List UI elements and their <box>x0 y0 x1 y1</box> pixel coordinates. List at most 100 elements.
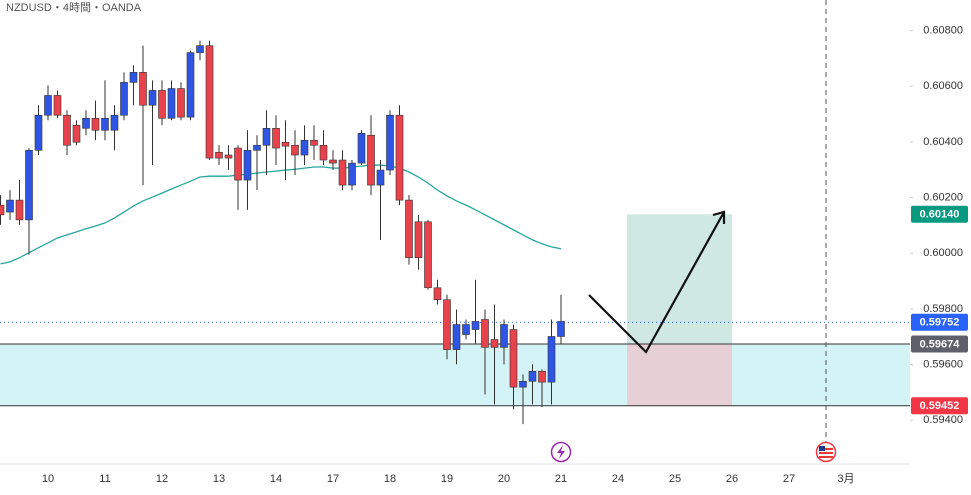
candle-body <box>224 154 233 159</box>
candle-body <box>139 72 147 106</box>
arrow-head <box>712 210 726 224</box>
candle-body <box>158 90 166 119</box>
y-tick-label: 0.60600 <box>923 80 963 92</box>
candle-body <box>110 114 119 131</box>
y-tick-label: 0.60000 <box>923 247 963 259</box>
x-tick-label: 10 <box>42 473 54 485</box>
price-label: 0.59452 <box>920 400 960 412</box>
x-tick-label: 11 <box>99 473 110 485</box>
candle-body <box>452 324 461 350</box>
candle-body <box>34 114 43 151</box>
candle-body <box>205 45 214 159</box>
y-tick-label: 0.59600 <box>923 358 963 370</box>
candle-body <box>481 319 489 348</box>
candle-body <box>424 221 432 289</box>
candle-body <box>101 117 109 131</box>
flag-stripe <box>819 448 833 450</box>
candle-body <box>120 82 128 116</box>
candle-body <box>310 139 318 146</box>
x-tick-label: 19 <box>441 473 453 485</box>
candle-body <box>395 114 404 201</box>
candle-body <box>348 162 356 186</box>
candle-body <box>186 52 195 118</box>
x-tick-label: 26 <box>726 473 738 485</box>
price-label-box <box>911 397 968 415</box>
y-tick-label: 0.59800 <box>923 303 963 315</box>
price-label-box <box>911 205 968 223</box>
candle-body <box>538 370 546 383</box>
candle-body <box>53 95 62 116</box>
chart-title: NZDUSD・4時間・OANDA <box>6 1 142 14</box>
x-tick-label: 24 <box>612 473 624 485</box>
price-label: 0.59752 <box>920 317 960 329</box>
candle-body <box>519 380 527 388</box>
candle-body <box>25 149 33 221</box>
x-tick-label: 18 <box>384 473 396 485</box>
flag-stripe <box>819 456 833 458</box>
x-tick-label: 21 <box>555 473 567 485</box>
candle-body <box>490 339 499 348</box>
flag-canton <box>819 446 825 451</box>
candle-body <box>234 147 242 181</box>
event-icon[interactable] <box>550 441 572 463</box>
candle-body <box>148 90 157 106</box>
price-label-box <box>911 313 968 331</box>
us-event-icon[interactable] <box>815 441 837 463</box>
candle-body <box>129 72 138 83</box>
x-tick-label: 20 <box>498 473 510 485</box>
y-tick-label: 0.60200 <box>923 192 963 204</box>
candle-body <box>557 321 565 337</box>
candle-body <box>443 299 451 350</box>
candle-body <box>433 287 442 301</box>
candle-body <box>72 124 81 143</box>
candle-body <box>0 204 5 216</box>
candle-body <box>528 370 537 382</box>
position-stop-zone <box>627 343 732 406</box>
support-zone <box>0 343 910 406</box>
candle-body <box>82 117 90 129</box>
candle-body <box>338 159 347 186</box>
y-tick-label: 0.59400 <box>923 414 963 426</box>
candle-body <box>281 141 290 147</box>
projection-arrow <box>588 211 725 354</box>
candle-body <box>177 88 185 118</box>
candle-body <box>405 199 413 259</box>
candle-body <box>196 45 204 53</box>
lightning <box>557 445 565 459</box>
candle-body <box>6 199 14 213</box>
moving-average <box>0 164 562 265</box>
candle-body <box>243 149 252 181</box>
candle-body <box>262 128 271 146</box>
candle-body <box>215 151 223 159</box>
candle-body <box>44 95 52 116</box>
candle-body <box>291 144 299 156</box>
candle-body <box>63 114 71 146</box>
x-tick-label: 14 <box>270 473 282 485</box>
x-tick-label: 25 <box>669 473 681 485</box>
candle-body <box>357 133 366 164</box>
candle-body <box>15 199 24 221</box>
x-tick-label: 3月 <box>837 473 854 485</box>
candle-body <box>329 159 337 164</box>
candle-body <box>319 144 328 161</box>
candle-body <box>300 139 309 156</box>
price-label: 0.59674 <box>920 338 961 350</box>
x-tick-label: 27 <box>783 473 795 485</box>
candle-body <box>462 324 470 335</box>
candle-body <box>376 169 385 186</box>
candle-body <box>471 321 480 330</box>
candle-body <box>253 144 261 151</box>
candle-body <box>386 114 394 171</box>
candle-body <box>167 88 176 119</box>
price-label-box <box>911 335 968 353</box>
flag-stripe <box>819 452 833 454</box>
y-tick-label: 0.60800 <box>923 25 963 37</box>
candle-body <box>509 329 518 388</box>
price-label: 0.60140 <box>920 209 960 221</box>
x-tick-label: 12 <box>156 473 168 485</box>
candle-body <box>367 134 375 186</box>
candle-body <box>414 221 423 259</box>
candle-body <box>500 324 508 348</box>
